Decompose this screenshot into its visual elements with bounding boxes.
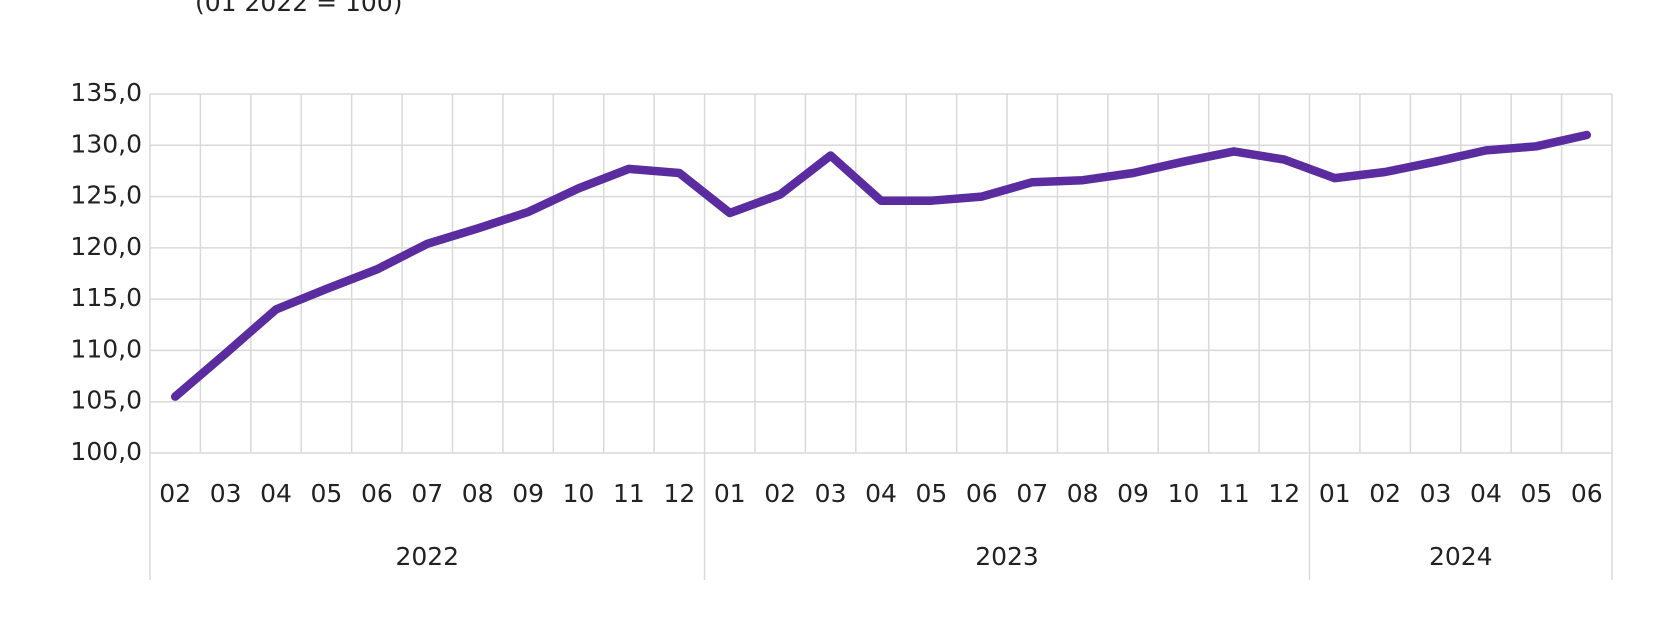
x-tick-label: 09 — [1117, 479, 1149, 508]
x-tick-label: 11 — [1218, 479, 1250, 508]
y-tick-label: 120,0 — [70, 232, 142, 261]
group-label: 2022 — [395, 542, 459, 571]
x-tick-label: 07 — [1016, 479, 1048, 508]
y-tick-label: 100,0 — [70, 437, 142, 466]
x-tick-label: 04 — [1470, 479, 1502, 508]
x-tick-label: 05 — [311, 479, 343, 508]
y-tick-label: 135,0 — [70, 78, 142, 107]
y-tick-label: 125,0 — [70, 181, 142, 210]
x-tick-label: 06 — [361, 479, 393, 508]
x-tick-label: 02 — [764, 479, 796, 508]
x-tick-label: 12 — [1268, 479, 1300, 508]
x-tick-label: 04 — [260, 479, 292, 508]
x-tick-label: 08 — [1067, 479, 1099, 508]
x-tick-label: 05 — [916, 479, 948, 508]
y-tick-label: 115,0 — [70, 283, 142, 312]
x-tick-label: 07 — [411, 479, 443, 508]
y-tick-label: 110,0 — [70, 334, 142, 363]
x-tick-label: 10 — [1168, 479, 1200, 508]
x-tick-label: 02 — [159, 479, 191, 508]
y-tick-label: 105,0 — [70, 386, 142, 415]
chart-subtitle: (01 2022 = 100) — [195, 0, 402, 17]
y-tick-label: 130,0 — [70, 129, 142, 158]
x-tick-label: 09 — [512, 479, 544, 508]
x-tick-label: 08 — [462, 479, 494, 508]
x-tick-label: 10 — [563, 479, 595, 508]
x-tick-label: 01 — [1319, 479, 1351, 508]
x-tick-label: 11 — [613, 479, 645, 508]
x-tick-label: 04 — [865, 479, 897, 508]
x-tick-label: 05 — [1520, 479, 1552, 508]
x-tick-label: 12 — [663, 479, 695, 508]
group-label: 2024 — [1429, 542, 1493, 571]
x-tick-label: 06 — [1571, 479, 1603, 508]
series-line — [170, 130, 1592, 401]
x-tick-label: 03 — [210, 479, 242, 508]
x-tick-label: 03 — [1420, 479, 1452, 508]
x-tick-label: 06 — [966, 479, 998, 508]
group-label: 2023 — [975, 542, 1039, 571]
x-tick-label: 03 — [815, 479, 847, 508]
x-tick-label: 02 — [1369, 479, 1401, 508]
x-tick-label: 01 — [714, 479, 746, 508]
